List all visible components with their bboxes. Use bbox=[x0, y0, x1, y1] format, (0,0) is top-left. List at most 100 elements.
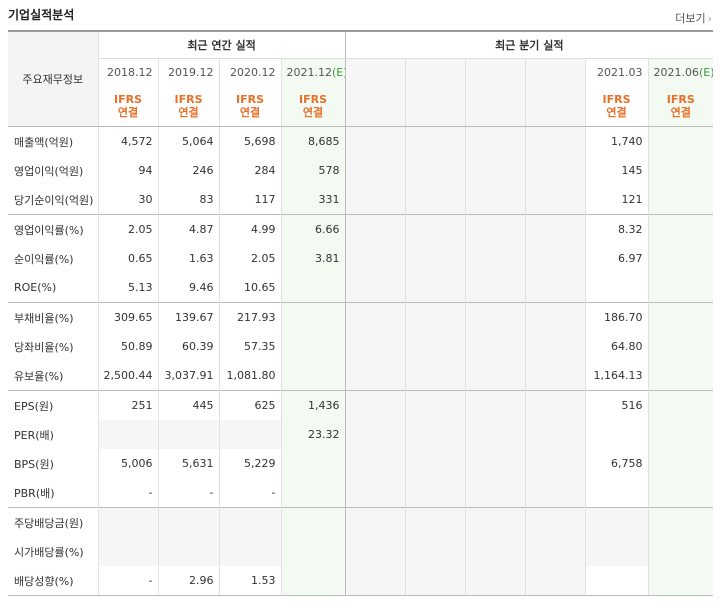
value-cell bbox=[157, 507, 219, 537]
value-cell bbox=[404, 420, 466, 449]
value-cell bbox=[524, 507, 586, 537]
period: 2021.12 bbox=[286, 66, 333, 79]
value-cell bbox=[464, 566, 526, 596]
value-cell bbox=[344, 537, 406, 566]
standard-header bbox=[464, 86, 526, 127]
value-cell bbox=[524, 361, 586, 391]
data-row: 배당성향(%) -2.96 1.53 bbox=[8, 566, 714, 596]
estimate-mark: (E) bbox=[332, 66, 345, 79]
row-label: BPS(원) bbox=[14, 457, 54, 471]
value-cell: 8.32 bbox=[584, 214, 649, 244]
data-row: PER(배) 23.32 bbox=[8, 420, 714, 449]
value-cell bbox=[344, 244, 406, 273]
value-cell bbox=[280, 449, 346, 478]
standard-header: IFRS 연결 bbox=[584, 86, 649, 127]
value-cell: 6.66 bbox=[280, 214, 346, 244]
value-cell bbox=[404, 537, 466, 566]
header-row: 주요재무정보 최근 연간 실적 최근 분기 실적 bbox=[8, 31, 714, 127]
value-cell: - bbox=[97, 566, 158, 596]
value-cell: 83 bbox=[157, 185, 219, 215]
more-link[interactable]: 더보기 › bbox=[675, 10, 712, 26]
period-header bbox=[464, 58, 526, 86]
basis: 연결 bbox=[239, 106, 261, 119]
row-label: PBR(배) bbox=[14, 486, 55, 500]
value-cell bbox=[524, 185, 586, 215]
more-arrow[interactable]: › bbox=[707, 12, 712, 25]
value-cell bbox=[344, 361, 406, 391]
value-cell bbox=[647, 361, 714, 391]
value-cell bbox=[647, 332, 714, 361]
basis: 연결 bbox=[670, 106, 691, 119]
value-cell bbox=[404, 507, 466, 537]
value-cell bbox=[344, 390, 406, 420]
value-cell bbox=[464, 126, 526, 156]
value-cell bbox=[344, 478, 406, 508]
value-cell bbox=[157, 420, 219, 449]
more-text[interactable]: 더보기 bbox=[675, 12, 706, 25]
value-cell bbox=[344, 214, 406, 244]
value-cell: 57.35 bbox=[218, 332, 281, 361]
value-cell bbox=[344, 507, 406, 537]
standard: IFRS bbox=[602, 93, 631, 106]
data-row: 시가배당률(%) bbox=[8, 537, 714, 566]
value-cell bbox=[218, 507, 281, 537]
period-header bbox=[344, 58, 406, 86]
value-cell bbox=[404, 214, 466, 244]
period-header: 2021.06(E) bbox=[647, 58, 714, 86]
standard-header bbox=[344, 86, 406, 127]
row-label: 부채비율(%) bbox=[8, 302, 98, 332]
value-cell bbox=[464, 273, 526, 303]
value-cell: 23.32 bbox=[280, 420, 346, 449]
value-cell: 5,006 bbox=[97, 449, 158, 478]
data-row: 당좌비율(%) 50.89 60.39 57.35 64.80 bbox=[8, 332, 714, 361]
value-cell: 1.63 bbox=[157, 244, 219, 273]
value-cell: 145 bbox=[584, 156, 649, 185]
row-label: 당좌비율(%) bbox=[14, 340, 74, 354]
value-cell bbox=[584, 537, 649, 566]
data-row: 부채비율(%) 309.65 139.67 217.93 186.70 bbox=[8, 302, 714, 332]
value-cell: 139.67 bbox=[157, 302, 219, 332]
value-cell bbox=[280, 361, 346, 391]
value-cell: 331 bbox=[280, 185, 346, 215]
value-cell: 6.97 bbox=[584, 244, 649, 273]
value-cell bbox=[404, 449, 466, 478]
value-cell bbox=[647, 449, 714, 478]
quarter-group: 최근 분기 실적 bbox=[344, 31, 714, 59]
value-cell bbox=[97, 537, 158, 566]
value-cell: 2.96 bbox=[157, 566, 219, 596]
standard-row: IFRS 연결 IFRS 연결 IFRS 연결 IFRS 연결 IFRS 연결 IFRS 연결 bbox=[8, 86, 714, 127]
standard: IFRS bbox=[666, 93, 695, 106]
data-row: ROE(%) 5.13 9.46 10.65 bbox=[8, 273, 714, 303]
value-cell bbox=[280, 507, 346, 537]
value-cell: 246 bbox=[157, 156, 219, 185]
value-cell: 516 bbox=[584, 390, 649, 420]
value-cell: 445 bbox=[157, 390, 219, 420]
data-row: 당기순이익(억원) 30 83 117 331 121 bbox=[8, 185, 714, 215]
value-cell: 1,164.13 bbox=[584, 361, 649, 391]
row-label: 시가배당률(%) bbox=[14, 545, 84, 559]
value-cell: 117 bbox=[218, 185, 281, 215]
value-cell: 4.99 bbox=[218, 214, 281, 244]
data-row: 유보율(%) 2,500.44 3,037.91 1,081.80 1,164.13 bbox=[8, 361, 714, 391]
data-row: BPS(원) 5,006 5,631 5,229 6,758 bbox=[8, 449, 714, 478]
value-cell bbox=[218, 537, 281, 566]
standard-header: IFRS 연결 bbox=[280, 86, 346, 127]
value-cell bbox=[464, 185, 526, 215]
row-label: ROE(%) bbox=[14, 281, 57, 294]
value-cell bbox=[584, 420, 649, 449]
value-cell bbox=[280, 537, 346, 566]
basis: 연결 bbox=[302, 106, 324, 119]
value-cell bbox=[404, 332, 466, 361]
period-header: 2019.12 bbox=[157, 58, 219, 86]
value-cell: 3,037.91 bbox=[157, 361, 219, 391]
value-cell: 2,500.44 bbox=[97, 361, 158, 391]
data-row: 매출액(억원) 4,572 5,064 5,698 8,685 1,740 bbox=[8, 126, 714, 156]
value-cell bbox=[524, 156, 586, 185]
value-cell: - bbox=[218, 478, 281, 508]
data-row: 주당배당금(원) bbox=[8, 507, 714, 537]
value-cell bbox=[344, 420, 406, 449]
data-row: PBR(배) - - - bbox=[8, 478, 714, 508]
value-cell bbox=[344, 449, 406, 478]
standard-header: IFRS 연결 bbox=[157, 86, 219, 127]
value-cell bbox=[647, 244, 714, 273]
